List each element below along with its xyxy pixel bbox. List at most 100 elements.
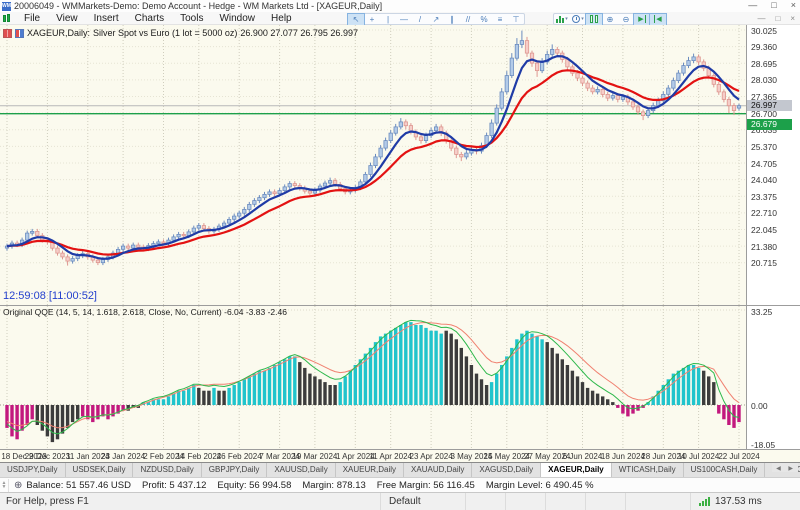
price-tick-label: 29.360 xyxy=(751,42,777,53)
menu-item-file[interactable]: File xyxy=(24,12,41,24)
tab-usdsek[interactable]: USDSEK,Daily xyxy=(65,463,134,477)
zoom-out-icon[interactable]: ⊖ xyxy=(622,14,630,24)
trendline-angle-icon[interactable]: ↗ xyxy=(432,14,440,24)
account-values: Balance: 51 557.46 USD Profit: 5 437.12 Eq… xyxy=(26,480,604,491)
date-tick-label: 11 Jan 2024 xyxy=(66,452,110,461)
date-tick-label: 19 Mar 2024 xyxy=(292,452,338,461)
main-price-chart[interactable] xyxy=(0,25,746,305)
tab-xauaud[interactable]: XAUAUD,Daily xyxy=(404,463,473,477)
tab-usdjpy[interactable]: USDJPY,Daily xyxy=(0,463,66,477)
price-tick-label: 24.040 xyxy=(751,175,777,186)
chart-close-button[interactable]: × xyxy=(790,14,795,23)
zoom-in-icon[interactable]: ⊕ xyxy=(606,14,614,24)
mini-chart-icon-red[interactable] xyxy=(3,28,12,38)
app-logo-icon: WM xyxy=(2,1,11,11)
tab-gbpjpy[interactable]: GBPJPY,Daily xyxy=(201,463,268,477)
menu-item-insert[interactable]: Insert xyxy=(93,12,119,24)
parallel-lines-icon[interactable]: // xyxy=(465,14,471,24)
date-tick-label: 11 Apr 2024 xyxy=(369,452,412,461)
indicator-axis[interactable]: 33.25 0.00 -18.05 xyxy=(746,306,800,450)
price-tick-label: 22.045 xyxy=(751,225,777,235)
indicator-tick-label: -18.05 xyxy=(751,440,776,450)
restore-button[interactable]: □ xyxy=(771,0,777,10)
date-tick-label: 6 Jun 2024 xyxy=(562,452,603,461)
tab-scroll-arrows[interactable]: ◀ ▶ xyxy=(772,463,798,472)
indicator-tick-label: 33.25 xyxy=(751,307,773,317)
price-tick-label: 26.035 xyxy=(751,125,777,136)
fibonacci-retracement-icon[interactable]: % xyxy=(480,14,488,24)
price-tick-label: 30.025 xyxy=(751,25,777,36)
candles-mode-icon[interactable] xyxy=(585,12,603,26)
menu-item-charts[interactable]: Charts xyxy=(134,12,165,24)
andrews-pitchfork-icon[interactable]: ⊤ xyxy=(512,14,520,24)
qqe-indicator-chart[interactable] xyxy=(0,306,746,449)
tab-xageur[interactable]: XAGEUR,Daily xyxy=(541,463,612,477)
chart-restore-button[interactable]: □ xyxy=(775,14,781,23)
account-summary-bar: ▲ ▼ ⊕ Balance: 51 557.46 USD Profit: 5 437… xyxy=(0,477,800,492)
date-tick-label: 15 May 2024 xyxy=(483,452,530,461)
cursor-icon[interactable]: ↖ xyxy=(347,12,365,26)
price-tick-label: 26.700 xyxy=(751,108,777,119)
price-tick-label: 28.030 xyxy=(751,75,777,86)
date-tick-label: 2 Feb 2024 xyxy=(143,452,184,461)
status-cell xyxy=(585,492,625,510)
status-cell xyxy=(625,492,665,510)
vertical-line-icon[interactable]: | xyxy=(386,14,390,24)
date-tick-label: 27 May 2024 xyxy=(524,452,571,461)
price-tick-label: 25.370 xyxy=(751,141,777,152)
chart-shift-icon[interactable]: ◀ xyxy=(649,12,667,26)
menu-item-window[interactable]: Window xyxy=(219,12,256,24)
indicator-label: Original QQE (14, 5, 14, 1.618, 2.618, C… xyxy=(3,307,287,317)
date-tick-label: 10 Jul 2024 xyxy=(677,452,720,461)
date-tick-label: 26 Feb 2024 xyxy=(216,452,262,461)
chart-symbol-header: XAGEUR,Daily: Silver Spot vs Euro (1 lot… xyxy=(3,28,358,38)
menu-item-help[interactable]: Help xyxy=(271,12,292,24)
signal-strength-icon xyxy=(699,497,710,506)
status-cell xyxy=(505,492,545,510)
auto-scroll-icon[interactable]: ▶ xyxy=(633,12,651,26)
horizontal-line-icon[interactable]: — xyxy=(400,14,408,24)
status-cell xyxy=(465,492,505,510)
account-profit: Profit: 5 437.12 xyxy=(141,479,207,491)
menu-item-tools[interactable]: Tools xyxy=(180,12,204,24)
profile-name: Default xyxy=(389,496,421,507)
indicators-icon[interactable]: ▾ xyxy=(554,14,570,25)
symbol-tab-bar: USDJPY,Daily USDSEK,Daily NZDUSD,Daily GBPJ… xyxy=(0,462,800,477)
minimize-button[interactable]: — xyxy=(748,0,758,10)
symbol-description: Silver Spot vs Euro (1 lot = 5000 oz) xyxy=(93,28,238,38)
chart-minimize-button[interactable]: — xyxy=(757,14,766,23)
tab-nzdusd[interactable]: NZDUSD,Daily xyxy=(133,463,202,477)
date-tick-label: 23 Apr 2024 xyxy=(409,452,453,461)
close-button[interactable]: × xyxy=(790,0,796,10)
tab-xaueur[interactable]: XAUEUR,Daily xyxy=(335,463,405,477)
scroll-arrows-icon[interactable]: ▲ ▼ xyxy=(0,478,9,492)
crosshair-icon[interactable]: + xyxy=(369,14,375,24)
account-freemargin: Free Margin: 56 116.45 xyxy=(376,479,475,491)
pane-separator[interactable] xyxy=(0,305,800,306)
price-axis[interactable]: 30.025 29.360 28.695 28.030 27.365 26.700 26.0… xyxy=(746,25,800,305)
periods-icon[interactable]: ▾ xyxy=(570,14,586,25)
date-tick-label: 14 Feb 2024 xyxy=(176,452,222,461)
indicator-tick-label: 0.00 xyxy=(751,400,768,411)
tab-xagusd[interactable]: XAGUSD,Daily xyxy=(472,463,542,477)
chart-tools-toolbar: ▾ ▾ ⊕ ⊖ ▶ ◀ xyxy=(553,12,667,26)
mini-chart-icon-blue[interactable] xyxy=(15,28,24,38)
tab-us100cash[interactable]: US100CASH,Daily xyxy=(683,463,766,477)
window-controls: — □ × xyxy=(748,0,796,10)
profile-cell[interactable]: Default xyxy=(380,492,465,510)
symbol-ohlc: 26.900 27.077 26.795 26.997 xyxy=(240,28,358,38)
date-axis[interactable]: 18 Dec 2023 29 Dec 2023 11 Jan 2024 23 Jan … xyxy=(0,449,800,462)
equidistant-channel-icon[interactable]: ∥ xyxy=(450,14,454,24)
tab-wticash[interactable]: WTICASH,Daily xyxy=(611,463,684,477)
horizontal-levels-icon[interactable]: ≡ xyxy=(497,14,503,24)
menu-item-view[interactable]: View xyxy=(56,12,78,24)
tab-xauusd[interactable]: XAUUSD,Daily xyxy=(267,463,336,477)
server-clock: 12:59:08 [11:00:52] xyxy=(3,290,97,302)
help-hint: For Help, press F1 xyxy=(6,496,89,507)
account-marginlevel: Margin Level: 6 490.45 % xyxy=(485,479,594,491)
trendline-icon[interactable]: / xyxy=(418,14,422,24)
symbol-name: XAGEUR,Daily: xyxy=(27,28,91,38)
price-tick-label: 20.715 xyxy=(751,258,777,269)
connection-status-cell[interactable]: 137.53 ms xyxy=(690,492,800,510)
date-tick-label: 23 Jan 2024 xyxy=(101,452,146,461)
